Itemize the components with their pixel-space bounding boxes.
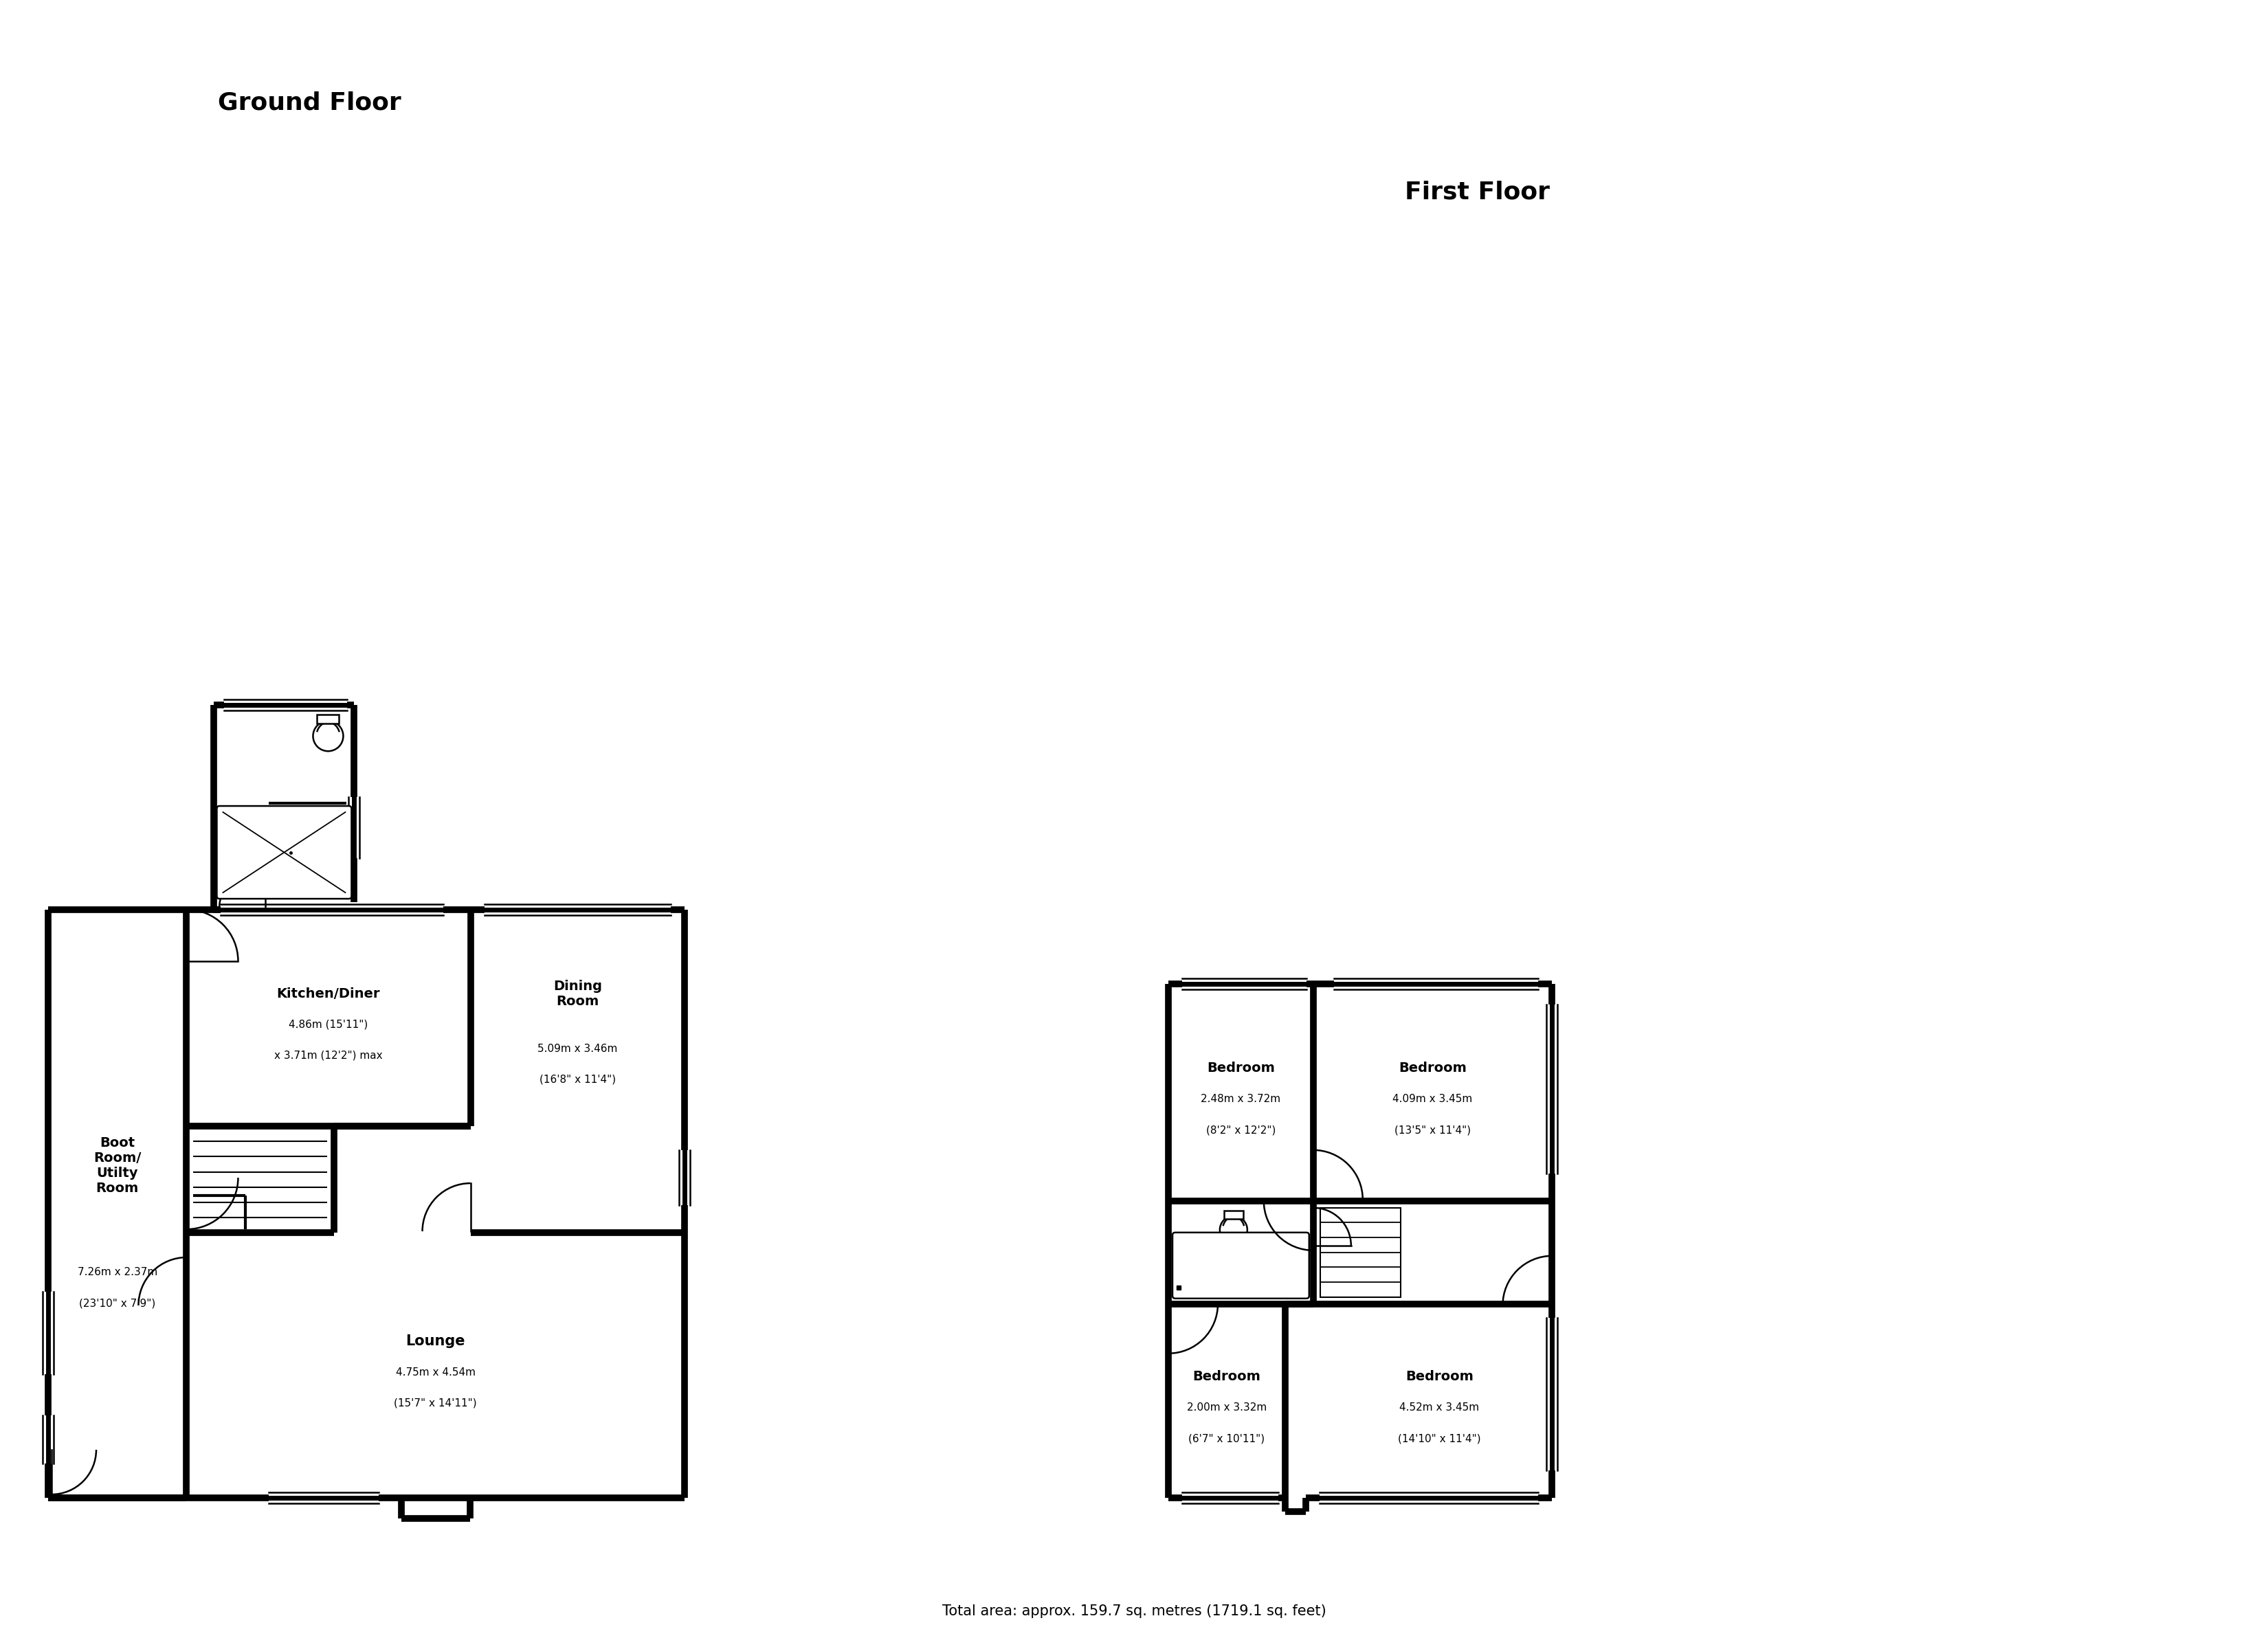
Text: 2.48m x 3.72m: 2.48m x 3.72m — [1200, 1093, 1281, 1105]
Bar — [41, 1415, 57, 1464]
Text: (23'10" x 7'9"): (23'10" x 7'9") — [79, 1298, 156, 1308]
Text: (14'10" x 11'4"): (14'10" x 11'4") — [1397, 1433, 1481, 1445]
Text: Ground Floor: Ground Floor — [218, 91, 401, 115]
Bar — [485, 902, 671, 917]
Text: (16'8" x 11'4"): (16'8" x 11'4") — [540, 1075, 615, 1085]
Text: Bedroom: Bedroom — [1406, 1370, 1474, 1384]
Text: Total area: approx. 159.7 sq. metres (1719.1 sq. feet): Total area: approx. 159.7 sq. metres (17… — [941, 1604, 1327, 1618]
Bar — [1320, 1491, 1538, 1506]
Bar — [678, 1151, 692, 1205]
Bar — [1225, 1210, 1243, 1219]
Bar — [1334, 976, 1538, 991]
Bar — [225, 698, 347, 712]
Text: (8'2" x 12'2"): (8'2" x 12'2") — [1207, 1125, 1275, 1135]
Text: First Floor: First Floor — [1406, 181, 1549, 204]
FancyBboxPatch shape — [218, 806, 352, 899]
Text: x 3.71m (12'2") max: x 3.71m (12'2") max — [274, 1050, 383, 1060]
Bar — [270, 1491, 379, 1506]
Text: Pantry: Pantry — [256, 864, 313, 879]
Bar — [318, 714, 340, 724]
Bar — [41, 1291, 57, 1374]
Text: (15'7" x 14'11"): (15'7" x 14'11") — [395, 1398, 476, 1408]
Text: 4.09m x 3.45m: 4.09m x 3.45m — [1393, 1093, 1472, 1105]
FancyBboxPatch shape — [1173, 1232, 1309, 1298]
Text: Lounge: Lounge — [406, 1334, 465, 1349]
Text: 2.00m x 3.32m: 2.00m x 3.32m — [1186, 1403, 1268, 1413]
Text: Bedroom: Bedroom — [1193, 1370, 1261, 1384]
Bar — [1320, 1207, 1402, 1298]
Text: Bathroom: Bathroom — [1236, 1253, 1304, 1265]
Bar — [347, 796, 363, 859]
Text: Dining
Room: Dining Room — [553, 980, 601, 1008]
Bar — [1182, 976, 1306, 991]
Text: (6'7" x 10'11"): (6'7" x 10'11") — [1188, 1433, 1266, 1445]
Text: 7.26m x 2.37m: 7.26m x 2.37m — [77, 1266, 156, 1278]
Bar — [220, 902, 442, 917]
Bar — [1545, 1004, 1560, 1174]
Text: Bedroom: Bedroom — [1399, 1062, 1467, 1075]
Text: Bedroom: Bedroom — [1207, 1062, 1275, 1075]
Text: (13'5" x 11'4"): (13'5" x 11'4") — [1395, 1125, 1472, 1135]
Bar — [1545, 1318, 1560, 1471]
Text: 4.86m (15'11"): 4.86m (15'11") — [288, 1019, 367, 1031]
Text: Boot
Room/
Utilty
Room: Boot Room/ Utilty Room — [93, 1136, 141, 1196]
Text: 4.75m x 4.54m: 4.75m x 4.54m — [395, 1367, 476, 1377]
Text: 5.09m x 3.46m: 5.09m x 3.46m — [538, 1044, 617, 1054]
Bar — [1182, 1491, 1279, 1506]
Text: Kitchen/Diner: Kitchen/Diner — [277, 988, 381, 1001]
Text: 4.52m x 3.45m: 4.52m x 3.45m — [1399, 1403, 1479, 1413]
